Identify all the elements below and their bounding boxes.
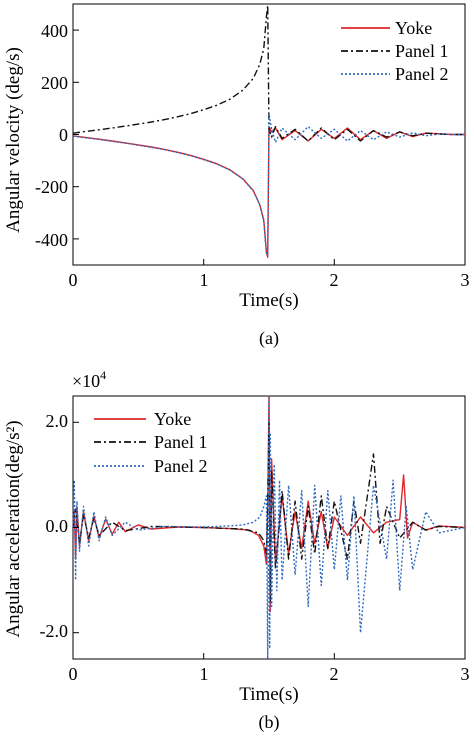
series-line-panel-2	[72, 395, 466, 660]
y-axis-label: Angular acceleration(deg/s²)	[3, 420, 24, 637]
x-tick-label: 3	[461, 664, 470, 684]
caption-a: (a)	[259, 328, 279, 349]
legend-label-yoke: Yoke	[154, 409, 191, 429]
plot-series-a	[72, 4, 465, 258]
y-tick-label: 200	[41, 73, 68, 93]
y-ticks-b	[73, 421, 79, 634]
caption-b: (b)	[259, 712, 280, 733]
x-tick-label: 0	[69, 270, 78, 290]
x-tick-label: 2	[330, 664, 339, 684]
x-tick-label: 1	[200, 664, 209, 684]
legend-label-panel-2: Panel 2	[154, 456, 208, 476]
y-multiplier-exponent: 4	[100, 368, 106, 382]
y-tick-label: -2.0	[40, 621, 69, 641]
x-tick-label: 2	[330, 270, 339, 290]
legend-label-yoke: Yoke	[395, 18, 432, 38]
panel-b: ×104 2.0 0.0 -2.0 0 1 2 3 Time(s) Angula…	[3, 368, 470, 733]
x-ticks-b	[72, 653, 466, 659]
y-axis-label: Angular velocity (deg/s)	[3, 47, 24, 233]
legend-b: Yoke Panel 1 Panel 2	[94, 409, 208, 476]
series-line-panel-1	[72, 4, 465, 142]
y-multiplier: ×104	[72, 368, 106, 391]
series-line-yoke	[72, 125, 465, 258]
legend-a: Yoke Panel 1 Panel 2	[341, 18, 449, 84]
x-tick-label: 0	[69, 664, 78, 684]
y-tick-label: 0.0	[46, 516, 69, 536]
x-axis-label: Time(s)	[239, 290, 298, 311]
x-ticks-a	[72, 259, 466, 265]
legend-label-panel-1: Panel 1	[154, 432, 208, 452]
series-line-panel-2	[72, 112, 465, 257]
x-tick-label: 1	[200, 270, 209, 290]
legend-label-panel-1: Panel 1	[395, 41, 449, 61]
y-tick-label: 0	[59, 125, 68, 145]
legend-label-panel-2: Panel 2	[395, 64, 449, 84]
y-ticks-a	[73, 29, 79, 240]
y-tick-label: -400	[35, 230, 68, 250]
y-tick-label: -200	[35, 177, 68, 197]
y-tick-label: 400	[41, 21, 68, 41]
panel-a: 400 200 0 -200 -400 0 1 2 3 Time(s) Angu…	[3, 3, 470, 349]
x-tick-label: 3	[461, 270, 470, 290]
plot-series-b	[72, 395, 466, 660]
y-multiplier-base: ×10	[72, 371, 100, 391]
y-tick-label: 2.0	[46, 411, 69, 431]
x-axis-label: Time(s)	[239, 684, 298, 705]
